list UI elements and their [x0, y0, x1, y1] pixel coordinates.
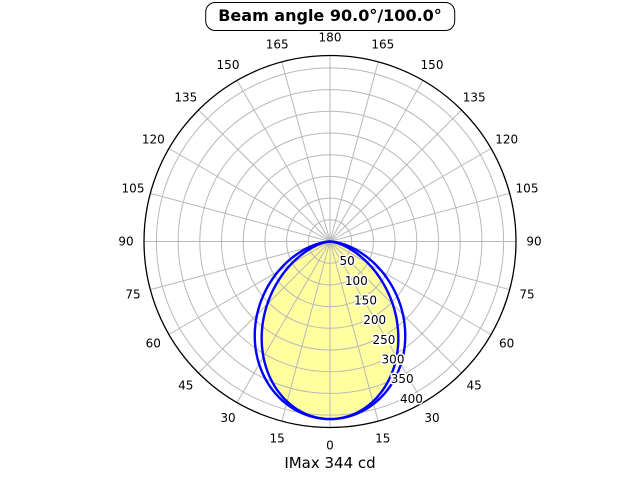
angle-tick-label: 105: [122, 182, 145, 196]
spoke-gridline: [198, 109, 331, 242]
radial-tick-label: 50: [340, 254, 355, 268]
angle-tick-label: 150: [217, 58, 240, 72]
spoke-gridline: [329, 61, 379, 242]
radial-tick-label: 100: [345, 274, 368, 288]
radial-tick-label: 350: [391, 372, 414, 386]
spoke-gridline: [329, 241, 510, 291]
spoke-gridline: [329, 241, 379, 422]
radial-tick-label: 400: [400, 392, 423, 406]
spoke-gridline: [329, 109, 462, 242]
radial-tick-label: 150: [354, 294, 377, 308]
chart-title: Beam angle 90.0°/100.0°: [205, 2, 455, 31]
spoke-gridline: [236, 241, 331, 403]
spoke-gridline: [329, 241, 492, 335]
spoke-gridline: [329, 241, 462, 374]
spoke-gridline: [329, 192, 510, 242]
spoke-gridline: [329, 148, 492, 242]
angle-tick-label: 75: [519, 287, 534, 301]
angle-tick-label: 15: [375, 432, 390, 446]
beam-curve-90deg: [260, 240, 400, 421]
angle-tick-label: 15: [270, 432, 285, 446]
angle-tick-label: 75: [125, 287, 140, 301]
angle-tick-label: 120: [495, 133, 518, 147]
spoke-gridline: [329, 241, 424, 403]
angle-tick-label: 165: [266, 38, 289, 52]
angle-tick-label: 180: [319, 31, 342, 45]
radial-tick-label: 250: [372, 333, 395, 347]
angle-tick-label: 90: [526, 235, 541, 249]
angle-tick-label: 30: [424, 411, 439, 425]
angle-tick-label: 150: [421, 58, 444, 72]
angle-tick-label: 45: [467, 379, 482, 393]
spoke-gridline: [281, 61, 331, 242]
imax-caption: IMax 344 cd: [284, 454, 376, 472]
spoke-gridline: [150, 192, 331, 242]
angle-tick-label: 135: [463, 90, 486, 104]
spoke-gridline: [168, 241, 331, 335]
angle-tick-label: 60: [499, 337, 514, 351]
radial-tick-label: 300: [382, 353, 405, 367]
angle-tick-label: 135: [174, 90, 197, 104]
angle-tick-label: 45: [178, 379, 193, 393]
angle-tick-label: 105: [516, 182, 539, 196]
spoke-gridline: [168, 148, 331, 242]
spoke-gridline: [281, 241, 331, 422]
angle-tick-label: 90: [118, 235, 133, 249]
angle-tick-label: 30: [220, 411, 235, 425]
spoke-gridline: [329, 80, 424, 242]
angle-tick-label: 165: [371, 38, 394, 52]
angle-tick-label: 60: [146, 337, 161, 351]
radial-tick-label: 200: [363, 313, 386, 327]
polar-outline: [143, 54, 517, 429]
spoke-gridline: [198, 241, 331, 374]
angle-tick-label: 0: [326, 439, 334, 453]
spoke-gridline: [150, 241, 331, 291]
angle-tick-label: 120: [142, 133, 165, 147]
spoke-gridline: [236, 80, 331, 242]
